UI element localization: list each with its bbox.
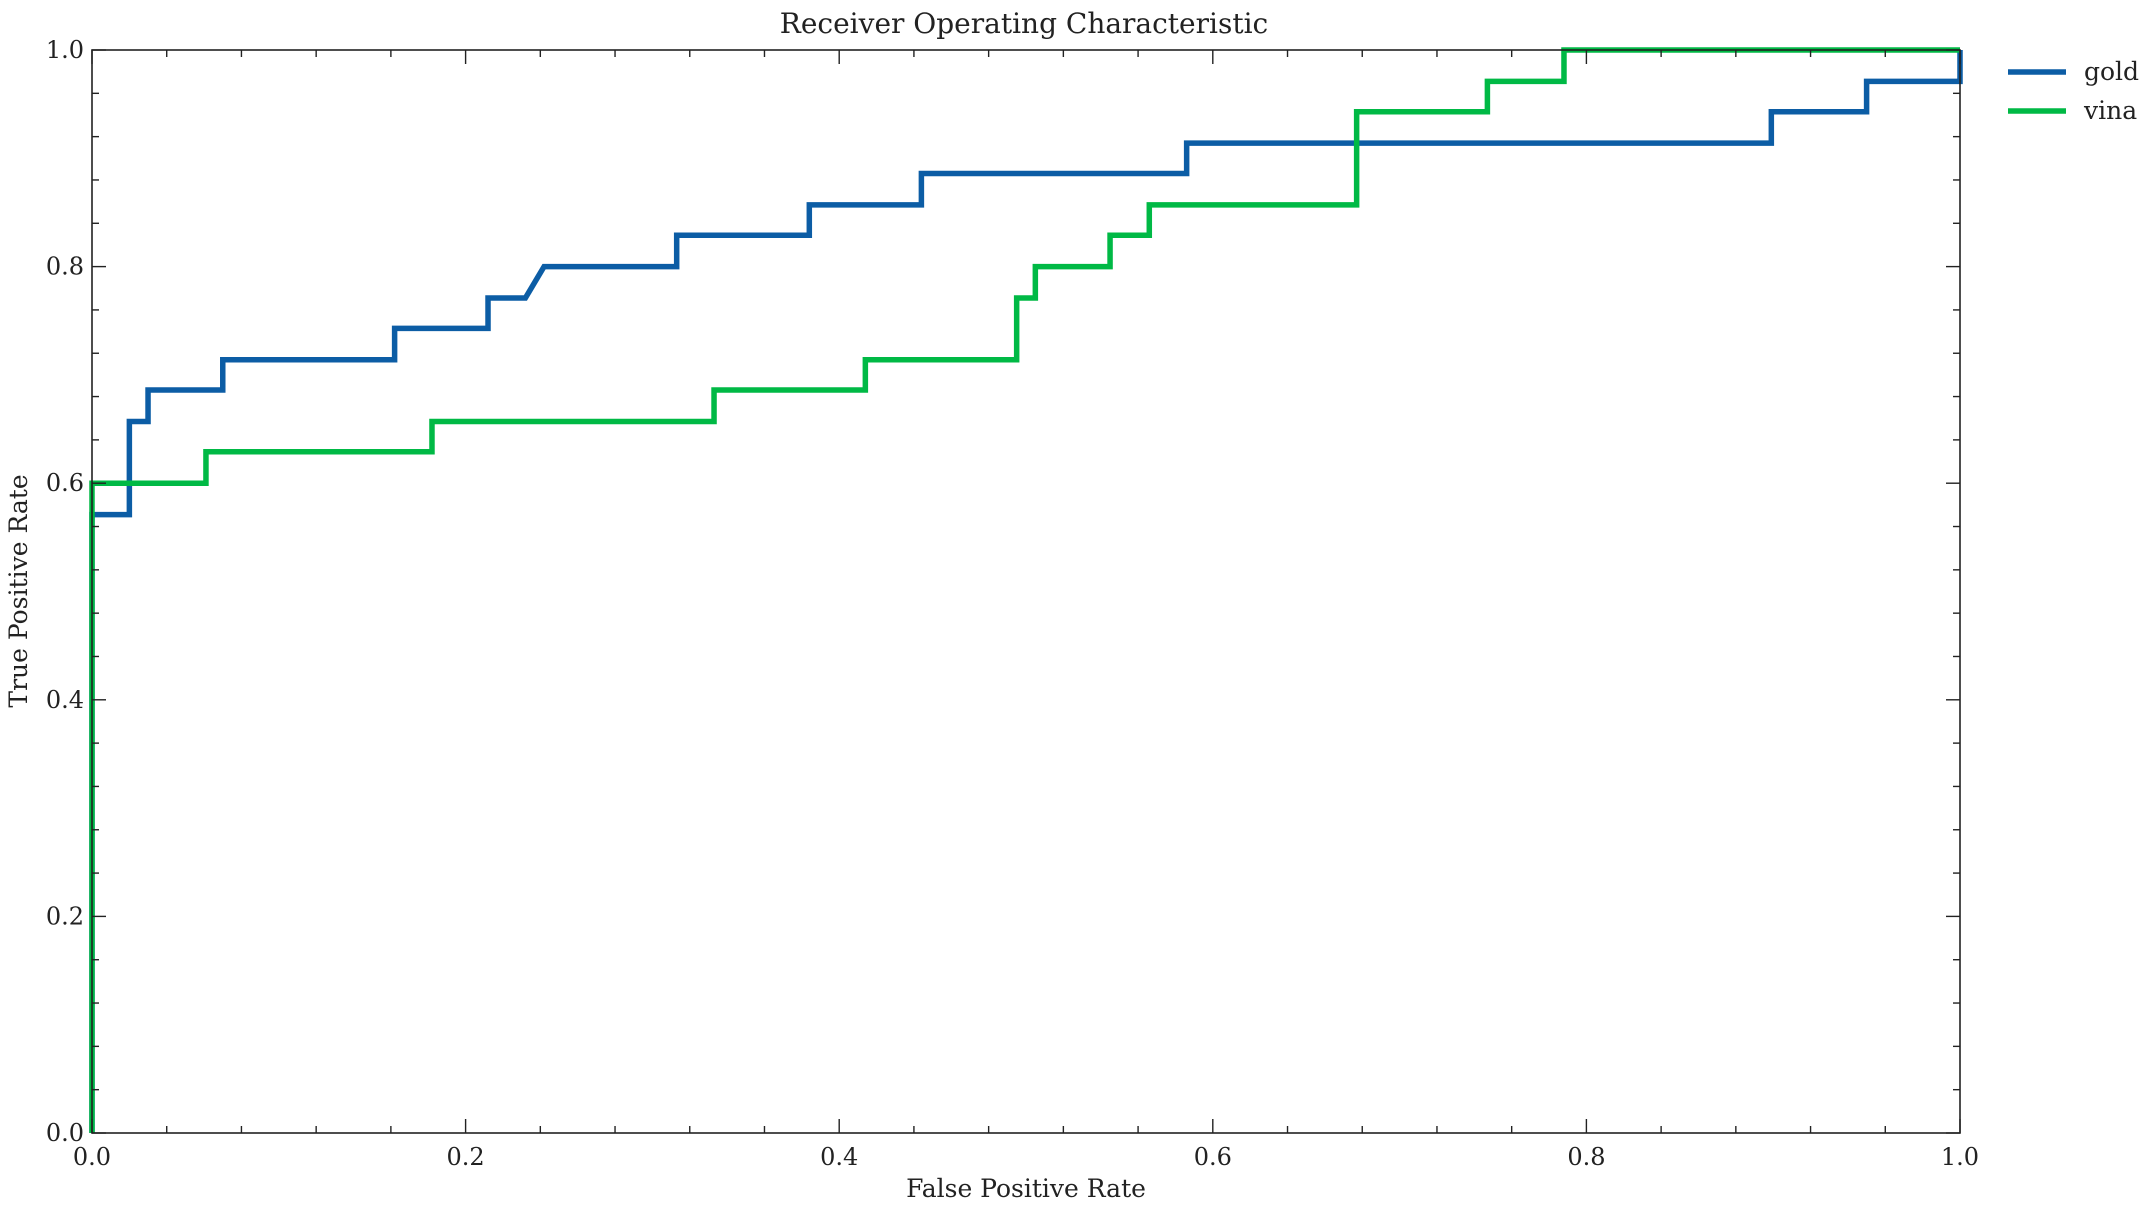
legend-label-vina: vina: [2083, 96, 2137, 125]
series-line-gold: [89, 50, 1963, 1133]
y-tick-label: 0.0: [46, 1119, 84, 1147]
series-line-vina: [89, 47, 1960, 1133]
x-tick-label: 0.2: [447, 1143, 485, 1171]
y-axis-label: True Positive Rate: [4, 474, 33, 707]
y-tick-label: 0.8: [46, 253, 84, 281]
y-tick-label: 0.4: [46, 686, 84, 714]
y-tick-label: 0.6: [46, 469, 84, 497]
legend-label-gold: gold: [2084, 57, 2139, 86]
x-tick-label: 0.4: [820, 1143, 858, 1171]
legend: gold vina: [2008, 57, 2139, 125]
plot-frame: [91, 49, 1961, 1134]
plot-series: [89, 47, 1963, 1133]
tick-labels: 0.0 0.2 0.4 0.6 0.8 1.0 0.0 0.2 0.4 0.6 0.8 1.0: [46, 36, 1979, 1171]
x-tick-label: 0.8: [1567, 1143, 1605, 1171]
chart-title: Receiver Operating Characteristic: [780, 7, 1268, 40]
x-tick-label: 0.0: [73, 1143, 111, 1171]
x-axis-label: False Positive Rate: [906, 1174, 1146, 1203]
y-tick-label: 1.0: [46, 36, 84, 64]
axis-ticks: [91, 49, 1961, 1134]
x-tick-label: 1.0: [1941, 1143, 1979, 1171]
x-tick-label: 0.6: [1194, 1143, 1232, 1171]
y-tick-label: 0.2: [46, 902, 84, 930]
